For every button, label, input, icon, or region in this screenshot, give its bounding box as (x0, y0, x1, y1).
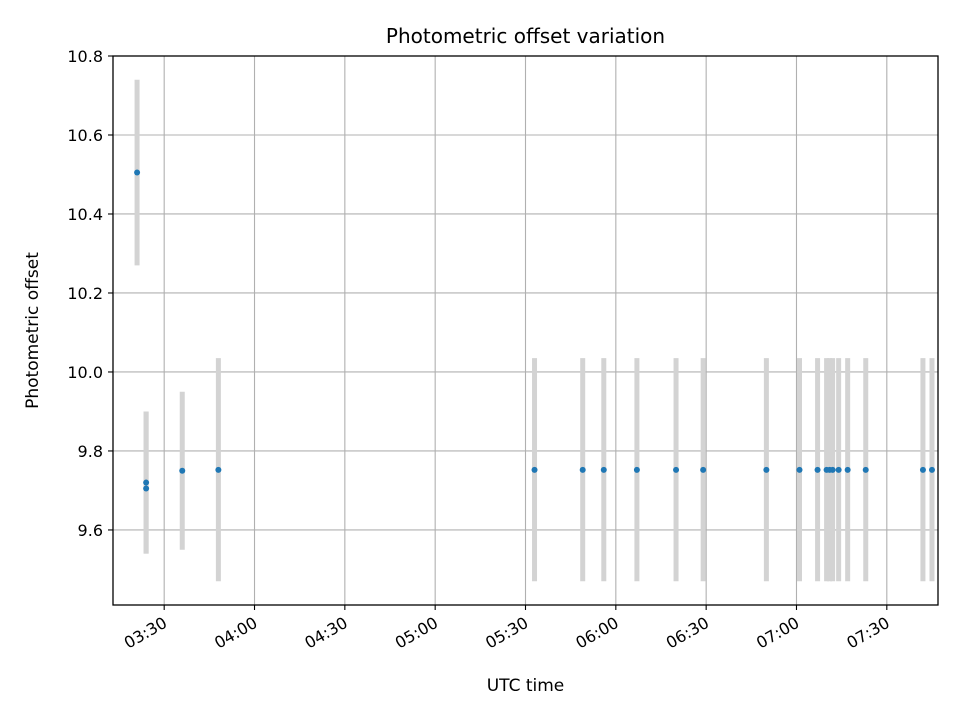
y-tick-label: 9.6 (78, 521, 103, 540)
y-tick-label: 9.8 (78, 442, 103, 461)
data-point (579, 466, 586, 473)
data-point (531, 466, 538, 473)
data-point (700, 466, 707, 473)
chart-title: Photometric offset variation (386, 24, 665, 48)
data-point (215, 466, 222, 473)
y-tick-label: 10.8 (67, 47, 103, 66)
y-tick-label: 10.2 (67, 284, 103, 303)
data-point (796, 466, 803, 473)
data-point (633, 466, 640, 473)
data-point (928, 466, 935, 473)
data-point (600, 466, 607, 473)
data-point (673, 466, 680, 473)
y-tick-label: 10.0 (67, 363, 103, 382)
x-axis-title: UTC time (487, 676, 565, 696)
data-point (862, 466, 869, 473)
data-point (919, 466, 926, 473)
data-point (814, 466, 821, 473)
data-point (143, 485, 150, 492)
data-point (844, 466, 851, 473)
data-points (134, 169, 935, 492)
data-point (143, 479, 150, 486)
data-point (134, 169, 141, 176)
data-point (763, 466, 770, 473)
y-tick-label: 10.6 (67, 126, 103, 145)
data-point (835, 466, 842, 473)
data-point (179, 467, 186, 474)
data-point (829, 466, 836, 473)
y-tick-label: 10.4 (67, 205, 103, 224)
y-axis-title: Photometric offset (23, 252, 43, 409)
